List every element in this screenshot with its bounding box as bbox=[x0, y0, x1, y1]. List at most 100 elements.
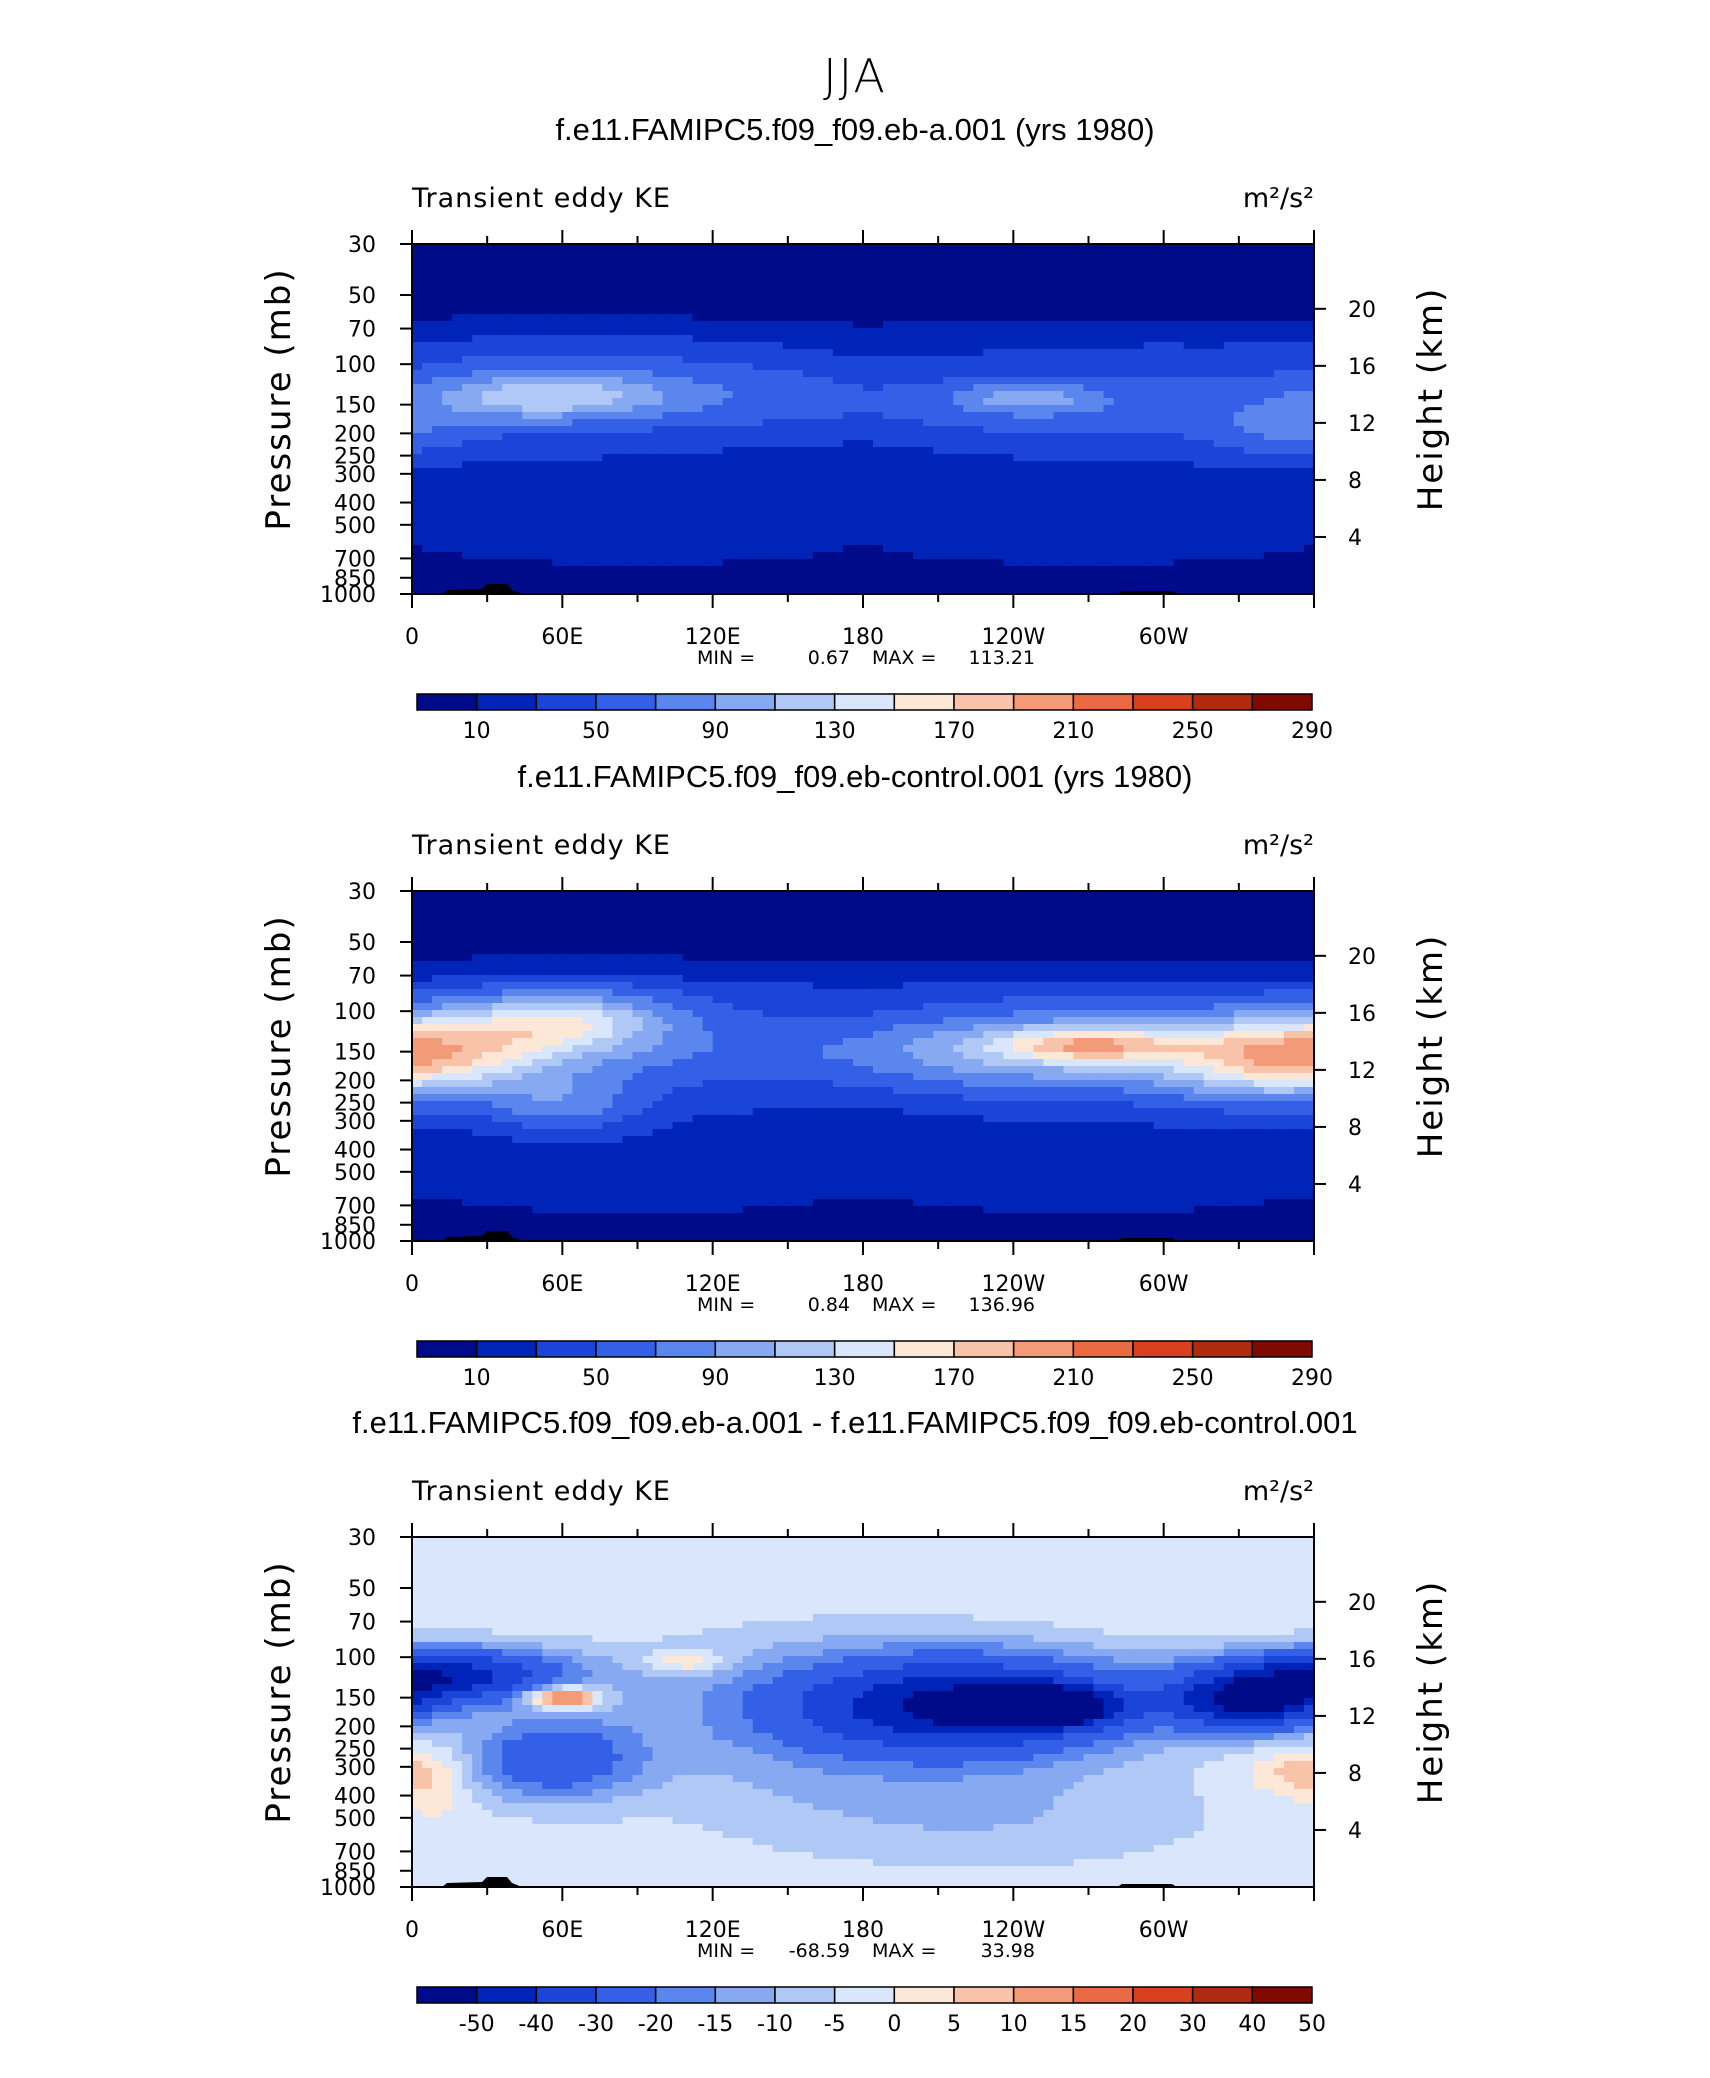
field-cell bbox=[1043, 538, 1054, 546]
field-cell bbox=[572, 391, 583, 399]
field-cell bbox=[512, 905, 523, 913]
field-cell bbox=[612, 335, 623, 343]
field-cell bbox=[1053, 370, 1064, 378]
field-cell bbox=[1274, 377, 1285, 385]
field-cell bbox=[1244, 538, 1255, 546]
field-cell bbox=[1023, 342, 1034, 350]
field-cell bbox=[1294, 905, 1305, 913]
field-cell bbox=[532, 328, 543, 336]
field-cell bbox=[943, 566, 954, 574]
field-cell bbox=[783, 314, 794, 322]
field-cell bbox=[663, 363, 674, 371]
field-cell bbox=[663, 510, 674, 518]
field-cell bbox=[763, 566, 774, 574]
field-cell bbox=[1184, 251, 1195, 259]
field-cell bbox=[1144, 482, 1155, 490]
field-cell bbox=[823, 531, 834, 539]
field-cell bbox=[502, 566, 513, 574]
field-cell bbox=[1023, 898, 1034, 906]
field-cell bbox=[522, 272, 533, 280]
field-cell bbox=[1174, 349, 1185, 357]
field-cell bbox=[943, 433, 954, 441]
field-cell bbox=[893, 279, 904, 287]
field-cell bbox=[903, 244, 914, 252]
field-cell bbox=[1234, 496, 1245, 504]
field-cell bbox=[472, 503, 483, 511]
field-cell bbox=[1144, 265, 1155, 273]
field-cell bbox=[863, 524, 874, 532]
field-cell bbox=[1274, 580, 1285, 588]
field-cell bbox=[943, 419, 954, 427]
field-cell bbox=[1083, 377, 1094, 385]
field-cell bbox=[1164, 300, 1175, 308]
field-cell bbox=[482, 482, 493, 490]
field-cell bbox=[753, 349, 764, 357]
field-cell bbox=[763, 349, 774, 357]
field-cell bbox=[1204, 482, 1215, 490]
field-cell bbox=[973, 573, 984, 581]
field-cell bbox=[763, 426, 774, 434]
field-cell bbox=[1264, 258, 1275, 266]
field-cell bbox=[753, 405, 764, 413]
field-cell bbox=[1194, 433, 1205, 441]
field-cell bbox=[422, 580, 433, 588]
field-cell bbox=[1254, 391, 1265, 399]
field-cell bbox=[632, 258, 643, 266]
field-cell bbox=[863, 426, 874, 434]
field-cell bbox=[1224, 433, 1235, 441]
field-cell bbox=[723, 272, 734, 280]
field-cell bbox=[703, 496, 714, 504]
field-cell bbox=[562, 265, 573, 273]
field-cell bbox=[612, 496, 623, 504]
y-tick-label: 150 bbox=[334, 394, 376, 419]
field-cell bbox=[953, 573, 964, 581]
field-cell bbox=[462, 293, 473, 301]
field-cell bbox=[793, 447, 804, 455]
field-cell bbox=[442, 580, 453, 588]
field-cell bbox=[743, 496, 754, 504]
field-cell bbox=[622, 251, 633, 259]
field-cell bbox=[442, 440, 453, 448]
field-cell bbox=[973, 454, 984, 462]
field-cell bbox=[1043, 461, 1054, 469]
field-cell bbox=[983, 265, 994, 273]
field-cell bbox=[933, 419, 944, 427]
field-cell bbox=[602, 321, 613, 329]
field-cell bbox=[482, 531, 493, 539]
field-cell bbox=[1073, 461, 1084, 469]
field-cell bbox=[863, 286, 874, 294]
field-cell bbox=[442, 279, 453, 287]
field-cell bbox=[522, 461, 533, 469]
field-cell bbox=[532, 475, 543, 483]
field-cell bbox=[1194, 265, 1205, 273]
field-cell bbox=[532, 454, 543, 462]
field-cell bbox=[532, 531, 543, 539]
field-cell bbox=[582, 419, 593, 427]
field-cell bbox=[673, 300, 684, 308]
field-cell bbox=[873, 349, 884, 357]
field-cell bbox=[1013, 293, 1024, 301]
field-cell bbox=[773, 307, 784, 315]
field-cell bbox=[813, 440, 824, 448]
field-cell bbox=[572, 912, 583, 920]
field-cell bbox=[1033, 510, 1044, 518]
field-cell bbox=[773, 412, 784, 420]
field-cell bbox=[833, 891, 844, 899]
field-cell bbox=[1023, 566, 1034, 574]
field-cell bbox=[1094, 314, 1105, 322]
field-cell bbox=[733, 419, 744, 427]
colorbar-swatch bbox=[417, 694, 477, 710]
field-cell bbox=[502, 321, 513, 329]
field-cell bbox=[1184, 258, 1195, 266]
field-cell bbox=[913, 321, 924, 329]
field-cell bbox=[973, 524, 984, 532]
field-cell bbox=[903, 440, 914, 448]
field-cell bbox=[843, 912, 854, 920]
field-cell bbox=[612, 510, 623, 518]
field-cell bbox=[432, 919, 443, 927]
field-cell bbox=[1104, 356, 1115, 364]
units-label: m²/s² bbox=[1243, 830, 1314, 861]
field-cell bbox=[432, 580, 443, 588]
field-cell bbox=[1274, 363, 1285, 371]
field-cell bbox=[713, 293, 724, 301]
